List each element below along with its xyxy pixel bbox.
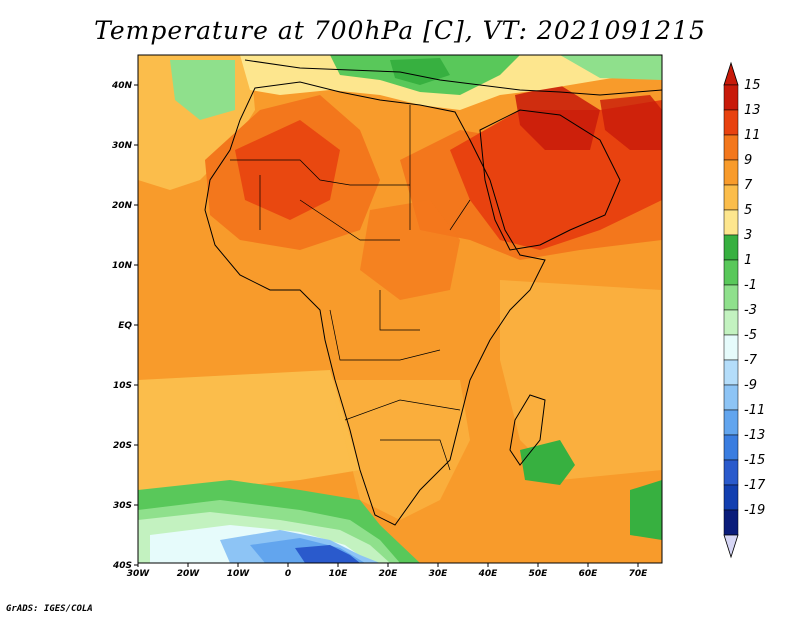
colorbar-swatch <box>723 359 739 386</box>
colorbar-label: 15 <box>744 78 761 93</box>
colorbar-swatch <box>723 459 739 486</box>
colorbar-swatch <box>723 84 739 111</box>
borders <box>230 105 471 471</box>
longitude-axis: 30W 20W 10W 0 10E 20E 30E 40E 50E 60E 70E <box>127 563 648 579</box>
colorbar-label: 9 <box>744 153 752 168</box>
lat-tick-label: EQ <box>118 321 132 331</box>
colorbar-swatch <box>723 184 739 211</box>
colorbar-label: -9 <box>744 378 757 393</box>
lon-tick-label: 20E <box>379 569 399 579</box>
lat-tick-label: 20S <box>113 441 132 451</box>
colorbar-label: -19 <box>744 503 765 518</box>
colorbar-label: 7 <box>744 178 753 193</box>
colorbar-label: 5 <box>744 203 752 218</box>
lon-tick-label: 70E <box>629 569 649 579</box>
lat-tick-label: 30S <box>113 501 132 511</box>
colorbar-swatch <box>723 259 739 286</box>
colorbar-swatch <box>723 284 739 311</box>
colorbar-top-arrow <box>723 61 739 86</box>
lon-tick-label: 20W <box>177 569 201 579</box>
field-indian-light <box>500 280 662 480</box>
colorbar-label: 3 <box>744 228 752 243</box>
colorbar-label: -15 <box>744 453 765 468</box>
lat-tick-label: 40S <box>112 561 132 571</box>
colorbar-swatch <box>723 409 739 436</box>
colorbar-label: 1 <box>744 253 752 268</box>
colorbar-swatch <box>723 134 739 161</box>
lat-tick-label: 10S <box>113 381 132 391</box>
colorbar-label: -5 <box>744 328 757 343</box>
colorbar-swatch <box>723 384 739 411</box>
lat-tick-label: 40N <box>111 81 133 91</box>
colorbar-swatch <box>723 234 739 261</box>
colorbar-swatch <box>723 309 739 336</box>
latitude-axis: 40N 30N 20N 10N EQ 10S 20S 30S 40S <box>111 81 138 571</box>
madagascar-coastline <box>509 394 546 466</box>
field-madagascar-green <box>520 440 575 485</box>
field-sahara-hot <box>235 120 340 220</box>
colorbar-label: -7 <box>744 353 758 368</box>
field-atlantic-green <box>170 60 235 120</box>
lon-tick-label: 50E <box>529 569 549 579</box>
lon-tick-label: 0 <box>285 569 291 579</box>
europe-coastline <box>244 59 662 96</box>
lon-tick-label: 30E <box>429 569 449 579</box>
field-balkans-green <box>390 58 450 85</box>
colorbar-swatch <box>723 484 739 511</box>
lat-tick-label: 30N <box>112 141 133 151</box>
field-south-atlantic-light <box>138 370 360 490</box>
colorbar-swatch <box>723 334 739 361</box>
field-iran-max <box>600 95 662 150</box>
colorbar-label: -17 <box>744 478 766 493</box>
lon-tick-label: 40E <box>478 569 499 579</box>
colorbar-swatch <box>723 159 739 186</box>
field-iraq-max <box>515 85 600 150</box>
arabia-coastline <box>479 109 621 251</box>
colorbar-label: 13 <box>744 103 761 118</box>
colorbar-swatch <box>723 109 739 136</box>
colorbar-label: -1 <box>744 278 757 293</box>
lon-tick-label: 30W <box>127 569 151 579</box>
lon-tick-label: 10W <box>227 569 251 579</box>
colorbar-label: -3 <box>744 303 757 318</box>
field-arabia-hot <box>450 100 662 250</box>
lat-tick-label: 10N <box>112 261 133 271</box>
plot-title: Temperature at 700hPa [C], VT: 202109121… <box>94 16 706 45</box>
colorbar-label: 11 <box>744 128 761 143</box>
colorbar-swatch <box>723 209 739 236</box>
plot-frame <box>137 54 663 564</box>
field-south-core <box>295 545 360 563</box>
colorbar-bottom-arrow <box>723 534 739 559</box>
colorbar-swatch <box>723 434 739 461</box>
field-sudan-warm <box>360 200 460 300</box>
africa-coastline <box>204 81 546 526</box>
field-se-green <box>630 480 662 540</box>
colorbar-swatch <box>723 509 739 536</box>
lon-tick-label: 10E <box>329 569 349 579</box>
credit-label: GrADS: IGES/COLA <box>6 604 93 614</box>
lat-tick-label: 20N <box>112 201 133 211</box>
field-caspian-green <box>560 55 662 80</box>
coastlines <box>204 59 662 526</box>
colorbar-label: -11 <box>744 403 765 418</box>
colorbar: 15 13 11 9 7 5 3 1 -1 -3 -5 -7 -9 -11 -13 -15 -17 -19 <box>723 61 766 559</box>
lon-tick-label: 60E <box>579 569 599 579</box>
temperature-field <box>138 55 662 563</box>
colorbar-label: -13 <box>744 428 765 443</box>
